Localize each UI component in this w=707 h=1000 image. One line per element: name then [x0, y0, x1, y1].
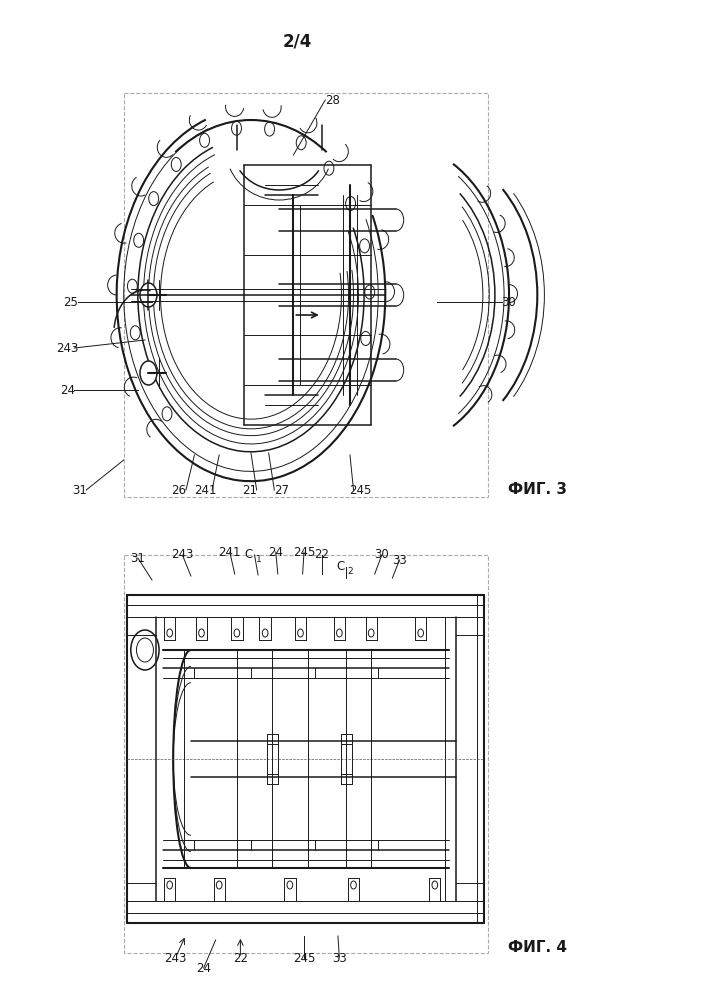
Text: 243: 243 — [171, 548, 194, 562]
Text: 245: 245 — [293, 546, 315, 558]
Circle shape — [199, 629, 204, 637]
Text: 28: 28 — [325, 94, 340, 106]
Text: 33: 33 — [392, 554, 407, 566]
Circle shape — [418, 629, 423, 637]
Text: 24: 24 — [59, 383, 75, 396]
Text: 245: 245 — [293, 952, 315, 964]
Text: 30: 30 — [375, 548, 389, 562]
Text: 24: 24 — [268, 546, 284, 558]
Text: 24: 24 — [196, 962, 211, 974]
Text: 1: 1 — [256, 554, 262, 564]
Text: 241: 241 — [194, 484, 216, 496]
Text: 2/4: 2/4 — [282, 33, 312, 51]
Text: 21: 21 — [242, 484, 257, 496]
Text: 22: 22 — [314, 548, 329, 562]
Circle shape — [262, 629, 268, 637]
Circle shape — [234, 629, 240, 637]
Circle shape — [167, 881, 173, 889]
Text: C: C — [244, 548, 252, 562]
Circle shape — [432, 881, 438, 889]
Text: 243: 243 — [164, 952, 187, 964]
Bar — [124, 555, 488, 953]
Text: 2: 2 — [348, 566, 354, 576]
Circle shape — [167, 629, 173, 637]
Text: 245: 245 — [349, 484, 372, 496]
Text: 31: 31 — [71, 484, 87, 496]
Circle shape — [131, 630, 159, 670]
Text: ФИГ. 3: ФИГ. 3 — [508, 482, 567, 496]
Bar — [124, 93, 488, 497]
Text: 25: 25 — [63, 296, 78, 308]
Circle shape — [140, 283, 157, 307]
Circle shape — [298, 629, 303, 637]
Text: 243: 243 — [56, 342, 78, 355]
Text: 30: 30 — [502, 296, 516, 308]
Circle shape — [368, 629, 374, 637]
Text: 241: 241 — [218, 546, 241, 558]
Text: 31: 31 — [130, 552, 146, 564]
Circle shape — [351, 881, 356, 889]
Text: 26: 26 — [171, 484, 187, 496]
Circle shape — [287, 881, 293, 889]
Text: 33: 33 — [332, 952, 346, 964]
Circle shape — [136, 638, 153, 662]
Circle shape — [337, 629, 342, 637]
Text: C: C — [336, 560, 344, 574]
Text: ФИГ. 4: ФИГ. 4 — [508, 940, 567, 956]
Text: 27: 27 — [274, 484, 289, 496]
Text: 22: 22 — [233, 952, 248, 964]
Circle shape — [216, 881, 222, 889]
Circle shape — [140, 361, 157, 385]
